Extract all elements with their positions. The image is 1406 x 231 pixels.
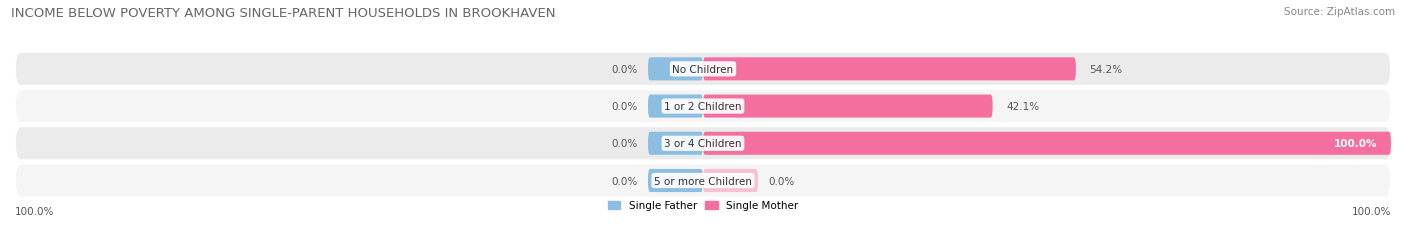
FancyBboxPatch shape bbox=[15, 54, 1391, 85]
Text: 100.0%: 100.0% bbox=[15, 206, 55, 216]
Text: 0.0%: 0.0% bbox=[612, 102, 638, 112]
FancyBboxPatch shape bbox=[15, 165, 1391, 197]
FancyBboxPatch shape bbox=[15, 91, 1391, 122]
Text: 3 or 4 Children: 3 or 4 Children bbox=[664, 139, 742, 149]
FancyBboxPatch shape bbox=[648, 95, 703, 118]
Text: 100.0%: 100.0% bbox=[1334, 139, 1378, 149]
FancyBboxPatch shape bbox=[15, 128, 1391, 160]
Text: 54.2%: 54.2% bbox=[1090, 64, 1123, 75]
FancyBboxPatch shape bbox=[648, 58, 703, 81]
FancyBboxPatch shape bbox=[703, 169, 758, 192]
Text: 100.0%: 100.0% bbox=[1351, 206, 1391, 216]
FancyBboxPatch shape bbox=[648, 169, 703, 192]
FancyBboxPatch shape bbox=[703, 58, 1076, 81]
Text: INCOME BELOW POVERTY AMONG SINGLE-PARENT HOUSEHOLDS IN BROOKHAVEN: INCOME BELOW POVERTY AMONG SINGLE-PARENT… bbox=[11, 7, 555, 20]
Text: 0.0%: 0.0% bbox=[612, 139, 638, 149]
Text: 1 or 2 Children: 1 or 2 Children bbox=[664, 102, 742, 112]
Text: Source: ZipAtlas.com: Source: ZipAtlas.com bbox=[1284, 7, 1395, 17]
FancyBboxPatch shape bbox=[703, 132, 1391, 155]
Text: 42.1%: 42.1% bbox=[1007, 102, 1039, 112]
Text: No Children: No Children bbox=[672, 64, 734, 75]
Text: 0.0%: 0.0% bbox=[612, 64, 638, 75]
Text: 0.0%: 0.0% bbox=[768, 176, 794, 186]
FancyBboxPatch shape bbox=[648, 132, 703, 155]
Text: 0.0%: 0.0% bbox=[612, 176, 638, 186]
FancyBboxPatch shape bbox=[703, 95, 993, 118]
Legend: Single Father, Single Mother: Single Father, Single Mother bbox=[607, 201, 799, 210]
Text: 5 or more Children: 5 or more Children bbox=[654, 176, 752, 186]
